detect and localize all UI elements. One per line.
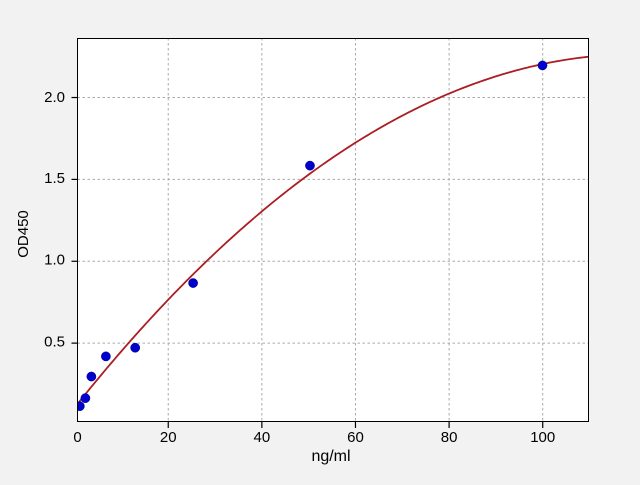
svg-text:60: 60 xyxy=(347,429,364,446)
svg-text:0.5: 0.5 xyxy=(44,334,65,351)
svg-text:40: 40 xyxy=(254,429,271,446)
svg-text:20: 20 xyxy=(160,429,177,446)
svg-text:0: 0 xyxy=(73,429,81,446)
svg-text:1.0: 1.0 xyxy=(44,252,65,269)
svg-text:OD450: OD450 xyxy=(15,210,32,258)
svg-text:1.5: 1.5 xyxy=(44,170,65,187)
svg-text:100: 100 xyxy=(530,429,555,446)
svg-text:2.0: 2.0 xyxy=(44,89,65,106)
svg-text:ng/ml: ng/ml xyxy=(311,448,350,465)
svg-text:80: 80 xyxy=(441,429,458,446)
